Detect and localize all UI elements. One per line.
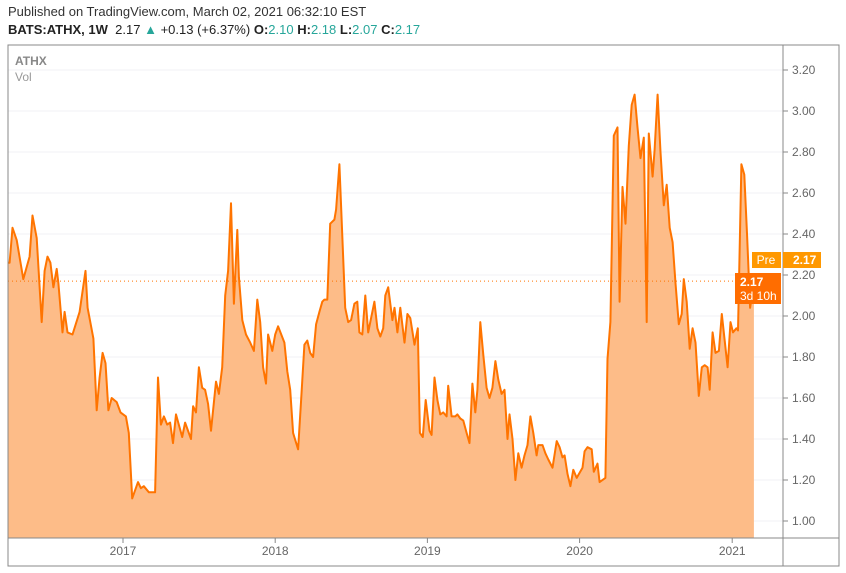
pre-price: 2.17: [793, 253, 817, 267]
y-tick-label: 1.60: [792, 391, 816, 405]
legend-volume: Vol: [15, 70, 32, 84]
price-area: [8, 94, 754, 538]
y-tick-label: 2.20: [792, 268, 816, 282]
pre-market-label: Pre 2.17: [752, 252, 821, 268]
time-axis[interactable]: 2017 2018 2019 2020 2021: [110, 538, 746, 558]
y-tick-label: 1.80: [792, 350, 816, 364]
price-line: [8, 93, 755, 500]
close-value: 2.17: [394, 22, 421, 37]
y-tick-label: 3.20: [792, 63, 816, 77]
x-tick-label: 2017: [110, 544, 137, 558]
legend-symbol: ATHX: [15, 54, 47, 68]
price-change: +0.13 (+6.37%): [160, 22, 251, 37]
symbol-info-line: BATS:ATHX, 1W 2.17 ▲ +0.13 (+6.37%) O:2.…: [8, 22, 420, 37]
y-tick-label: 1.40: [792, 432, 816, 446]
chart-border: [7, 44, 840, 567]
high-value: 2.18: [310, 22, 337, 37]
y-tick-label: 1.20: [792, 473, 816, 487]
x-tick-label: 2020: [566, 544, 593, 558]
last-price: 2.17: [115, 22, 141, 37]
y-tick-label: 2.40: [792, 227, 816, 241]
x-tick-label: 2019: [414, 544, 441, 558]
y-tick-label: 1.00: [792, 514, 816, 528]
bar-countdown: 3d 10h: [740, 289, 777, 303]
x-tick-label: 2018: [262, 544, 289, 558]
x-tick-label: 2021: [719, 544, 746, 558]
triangle-up-icon: ▲: [144, 22, 157, 37]
y-tick-label: 2.80: [792, 145, 816, 159]
high-label: H:: [297, 22, 311, 37]
published-line: Published on TradingView.com, March 02, …: [8, 4, 367, 19]
y-tick-label: 2.00: [792, 309, 816, 323]
y-tick-label: 2.60: [792, 186, 816, 200]
last-price-tag: 2.17: [740, 275, 764, 289]
price-axis[interactable]: 1.00 1.20 1.40 1.60 1.80 2.00 2.20 2.40 2.60 2.80…: [783, 63, 816, 528]
last-price-label: 2.17 3d 10h: [735, 273, 781, 304]
open-label: O:: [253, 22, 269, 37]
low-label: L:: [339, 22, 353, 37]
close-label: C:: [381, 22, 395, 37]
open-value: 2.10: [268, 22, 294, 37]
symbol-label: BATS:ATHX, 1W: [8, 22, 108, 37]
y-tick-label: 3.00: [792, 104, 816, 118]
pre-tag: Pre: [757, 253, 776, 267]
low-value: 2.07: [352, 22, 378, 37]
